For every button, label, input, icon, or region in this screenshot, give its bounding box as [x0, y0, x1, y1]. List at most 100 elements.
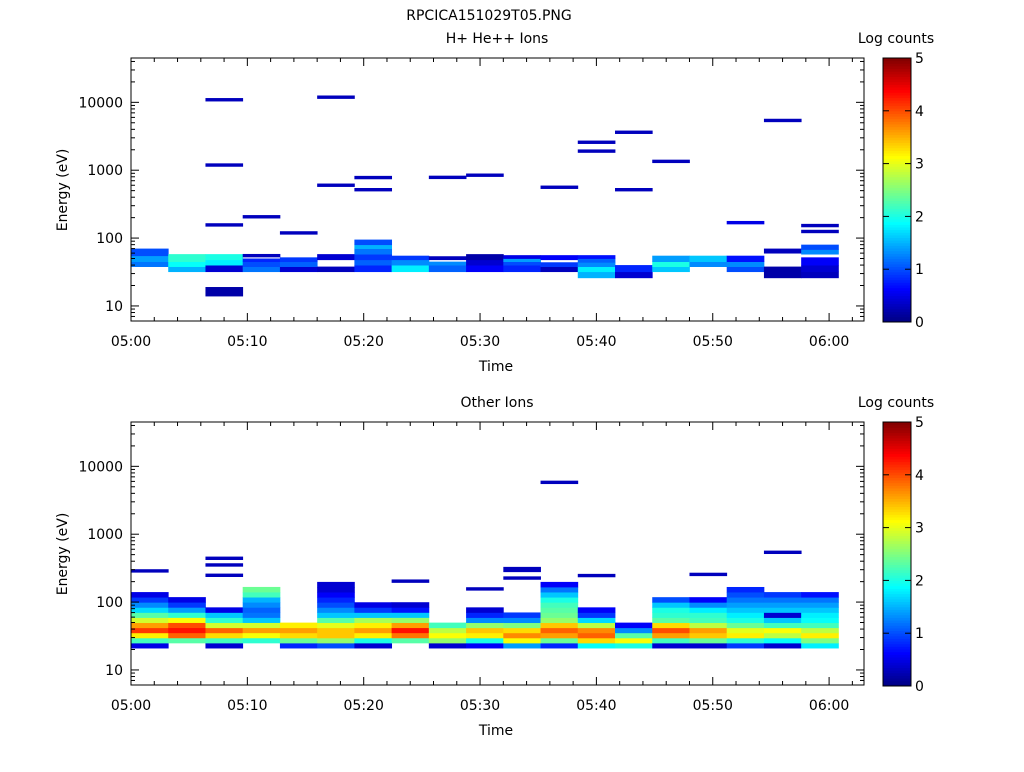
colorbar-swatch: [883, 73, 911, 77]
colorbar-swatch: [883, 263, 911, 268]
colorbar-swatch: [883, 150, 911, 154]
colorbar-swatch: [883, 532, 911, 537]
colorbar-swatch: [883, 121, 911, 125]
heatmap-cell: [391, 579, 430, 583]
colorbar-swatch: [883, 429, 911, 434]
colorbar-swatch: [883, 256, 911, 260]
colorbar-swatch: [883, 145, 911, 149]
heatmap-cell: [428, 637, 467, 644]
heatmap-cell: [242, 617, 281, 623]
heatmap-cell: [317, 627, 355, 634]
colorbar-swatch: [883, 158, 911, 162]
heatmap-cell: [652, 261, 690, 267]
heatmap-cell: [763, 637, 802, 644]
heatmap-cell: [763, 632, 802, 639]
heatmap-cell: [279, 637, 318, 644]
heatmap-cell: [354, 248, 393, 255]
colorbar-swatch: [883, 290, 911, 294]
colorbar-swatch: [883, 253, 911, 257]
heatmap-cell: [503, 576, 541, 580]
heatmap-cell: [615, 188, 653, 192]
colorbar-swatch: [883, 60, 911, 64]
heatmap-cell: [652, 159, 690, 164]
heatmap-cell: [354, 254, 393, 261]
heatmap-cell: [577, 258, 616, 263]
heatmap-cell: [689, 572, 728, 577]
colorbar-swatch: [883, 448, 911, 452]
heatmap-cell: [205, 612, 244, 618]
heatmap-cell: [205, 637, 244, 644]
heatmap-cell: [317, 266, 355, 273]
heatmap-cell: [540, 607, 579, 613]
colorbar-swatch: [883, 511, 911, 515]
heatmap-cell: [131, 627, 169, 634]
colorbar-swatch: [883, 134, 911, 138]
colorbar-swatch: [883, 129, 911, 133]
heatmap-cell: [205, 617, 244, 624]
colorbar-tick-label: 3: [915, 521, 924, 537]
colorbar-swatch: [883, 598, 911, 603]
heatmap-cell: [577, 632, 616, 639]
colorbar-swatch: [883, 543, 911, 547]
heatmap-cell: [503, 265, 541, 273]
heatmap-cell: [540, 632, 579, 639]
heatmap-cell: [317, 602, 355, 608]
colorbar-swatch: [883, 205, 911, 209]
heatmap-cell: [391, 632, 430, 639]
heatmap-cell: [354, 602, 393, 608]
colorbar-swatch: [883, 612, 911, 616]
heatmap-cell: [726, 642, 765, 649]
panel-other-ions: Other Ions Energy (eV) Time 05:00 05:10 05…: [55, 395, 934, 739]
heatmap-cell: [801, 597, 839, 603]
y-tick-label: 1000: [87, 527, 123, 543]
axes-box: [130, 57, 865, 322]
colorbar-swatch: [883, 620, 911, 624]
heatmap-cell: [131, 569, 169, 573]
colorbar-swatch: [883, 556, 911, 560]
heatmap-cell: [168, 622, 206, 629]
colorbar-swatch: [883, 659, 911, 663]
heatmap-cell: [391, 617, 430, 623]
heatmap-cell: [689, 637, 728, 644]
colorbar-swatch: [883, 527, 911, 531]
colorbar-swatch: [883, 569, 911, 573]
heatmap-cell: [242, 258, 281, 263]
heatmap-cell: [205, 627, 244, 634]
heatmap-cell: [652, 607, 690, 613]
colorbar-swatch: [883, 211, 911, 215]
colorbar-tick-label: 1: [915, 626, 924, 642]
heatmap-cell: [801, 642, 839, 649]
colorbar-swatch: [883, 535, 911, 539]
figure-title: RPCICA151029T05.PNG: [406, 8, 571, 24]
heatmap-cell: [317, 612, 355, 618]
colorbar-swatch: [883, 76, 911, 80]
colorbar-swatch: [883, 279, 911, 283]
colorbar-swatch: [883, 654, 911, 658]
heatmap-cell: [317, 581, 355, 588]
colorbar-swatch: [883, 171, 911, 175]
heatmap-cell: [205, 254, 244, 261]
colorbar-swatch: [883, 474, 911, 478]
heatmap-cell: [503, 255, 541, 259]
heatmap-cell: [428, 256, 467, 261]
heatmap-cell: [242, 266, 281, 273]
heatmap-cell: [466, 627, 504, 634]
heatmap-cell: [801, 637, 839, 644]
colorbar-swatch: [883, 155, 911, 159]
heatmap-cell: [131, 642, 169, 649]
heatmap-cell: [354, 239, 393, 246]
heatmap-cell: [317, 597, 355, 603]
colorbar-swatch: [883, 300, 911, 305]
colorbar-swatch: [883, 548, 911, 552]
x-tick-label: 05:20: [344, 334, 384, 350]
heatmap-cell: [317, 254, 355, 261]
heatmap-cell: [242, 253, 281, 258]
heatmap-cell: [279, 642, 318, 649]
x-tick-label: 05:40: [576, 698, 616, 714]
heatmap-cell: [168, 602, 206, 608]
heatmap-cell: [242, 637, 281, 644]
heatmap-cell: [354, 244, 393, 249]
x-tick-label: 05:00: [111, 334, 151, 350]
heatmap-cell: [317, 637, 355, 644]
